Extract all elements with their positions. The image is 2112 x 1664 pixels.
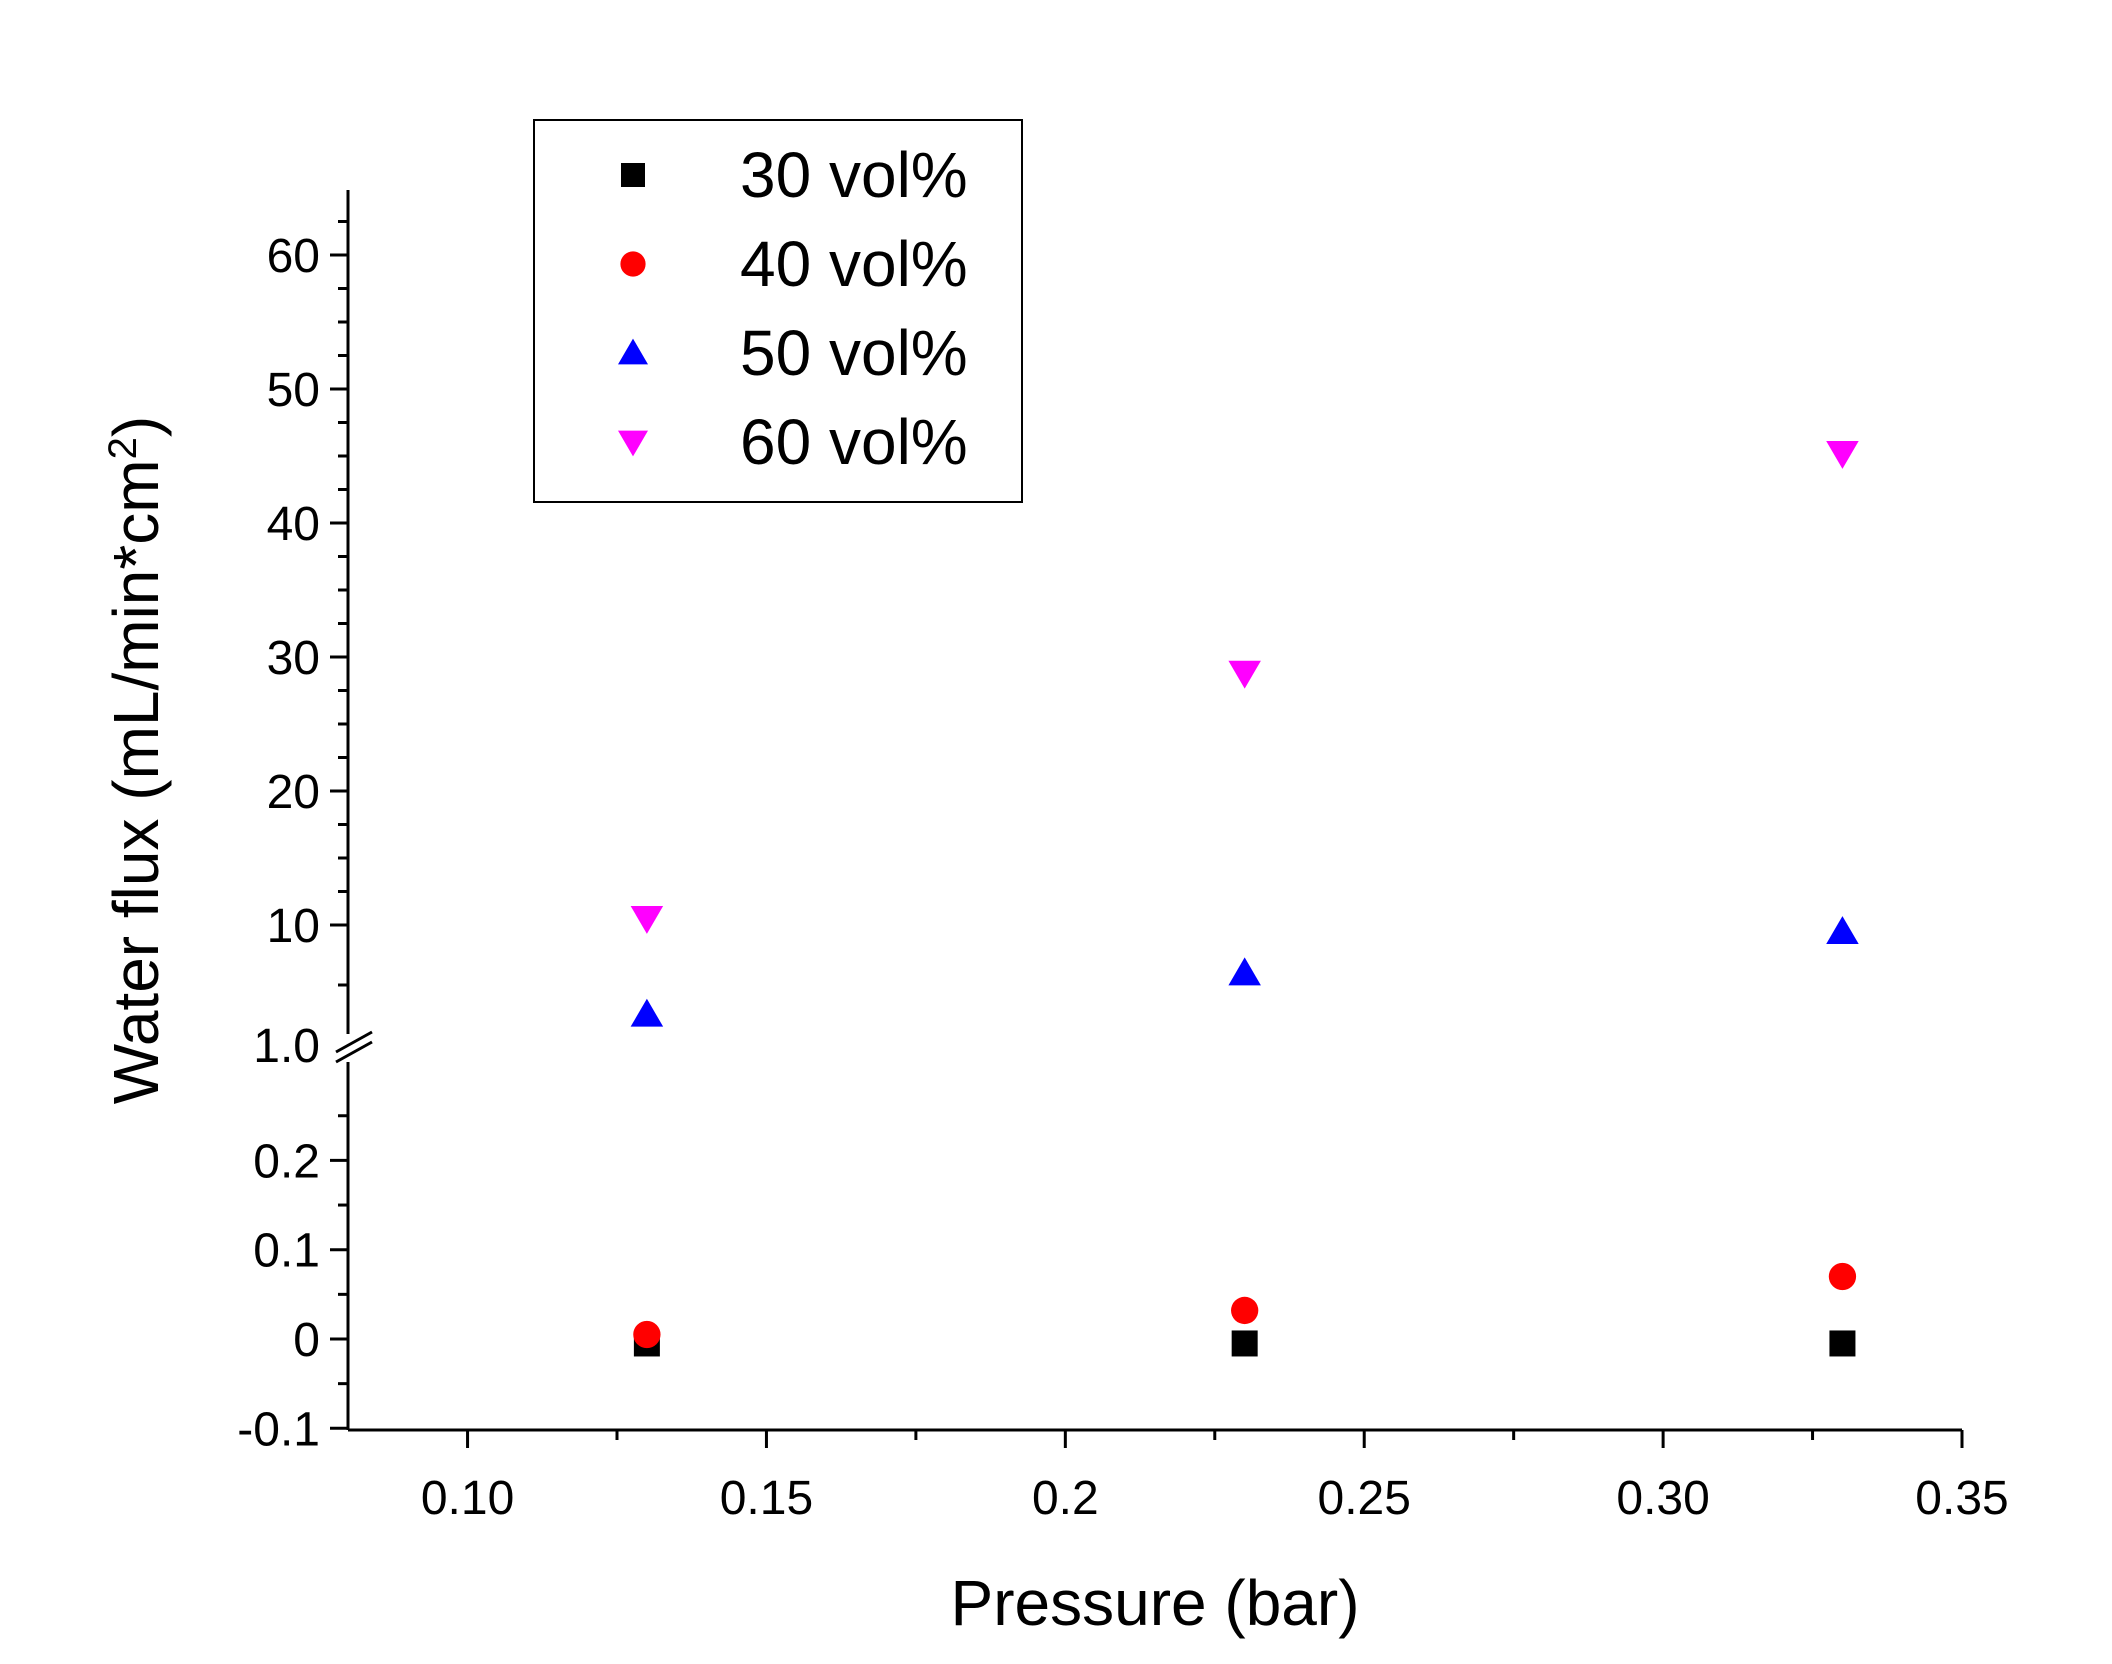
- y-axis-title-main: Water flux (mL/min*cm: [100, 459, 172, 1104]
- y-tick-label: 1.0: [253, 1020, 320, 1073]
- data-point-60-vol: [1826, 440, 1859, 469]
- y-axis-break-mark: [335, 1040, 373, 1064]
- data-point-50-vol: [1826, 916, 1859, 945]
- y-axis-break-mark: [335, 1030, 373, 1054]
- y-tick-label: 60: [267, 230, 320, 283]
- y-tick-label: 50: [267, 364, 320, 417]
- y-tick-label: 10: [267, 900, 320, 953]
- legend-label: 30 vol%: [740, 139, 968, 211]
- data-point-60-vol: [1228, 660, 1261, 689]
- x-tick-label: 0.2: [1032, 1472, 1099, 1525]
- x-axis-title: Pressure (bar): [951, 1567, 1360, 1639]
- y-tick-label: 30: [267, 632, 320, 685]
- legend-box: [533, 119, 1023, 503]
- x-tick-label: 0.15: [720, 1472, 813, 1525]
- y-axis-title: Water flux (mL/min*cm2): [100, 416, 172, 1104]
- legend-marker: [621, 163, 645, 187]
- legend-marker: [620, 251, 646, 277]
- data-point-30-vol: [1829, 1330, 1856, 1357]
- y-tick-label: 0.2: [253, 1135, 320, 1188]
- x-tick-label: 0.35: [1915, 1472, 2008, 1525]
- data-point-40-vol: [1828, 1262, 1857, 1291]
- legend-label: 60 vol%: [740, 406, 968, 478]
- legend-marker: [618, 430, 648, 457]
- x-tick-label: 0.10: [421, 1472, 514, 1525]
- data-marks: [630, 440, 1859, 1357]
- data-point-50-vol: [630, 998, 664, 1027]
- legend-label: 50 vol%: [740, 317, 968, 389]
- y-axis-title-close: ): [100, 416, 172, 437]
- legend: 30 vol% 40 vol% 50 vol% 60 vol%: [533, 119, 1023, 503]
- data-point-50-vol: [1228, 957, 1261, 986]
- data-point-60-vol: [630, 905, 664, 934]
- y-tick-label: -0.1: [237, 1403, 320, 1456]
- y-axis-title-superscript: 2: [101, 437, 145, 459]
- y-tick-label: 20: [267, 766, 320, 819]
- data-point-30-vol: [1231, 1330, 1258, 1357]
- x-tick-label: 0.30: [1616, 1472, 1709, 1525]
- legend-marker: [618, 338, 648, 365]
- legend-label: 40 vol%: [740, 228, 968, 300]
- y-tick-label: 0: [293, 1314, 320, 1367]
- data-point-40-vol: [1231, 1296, 1259, 1325]
- data-point-40-vol: [633, 1320, 661, 1349]
- y-tick-label: 0.1: [253, 1225, 320, 1278]
- x-tick-label: 0.25: [1318, 1472, 1411, 1525]
- y-tick-label: 40: [267, 498, 320, 551]
- ticks: 0.10 0.15 0.2 0.25 0.30 0.35 -0.1 0 0.1 0.2 1.0 10 2…: [237, 220, 2009, 1525]
